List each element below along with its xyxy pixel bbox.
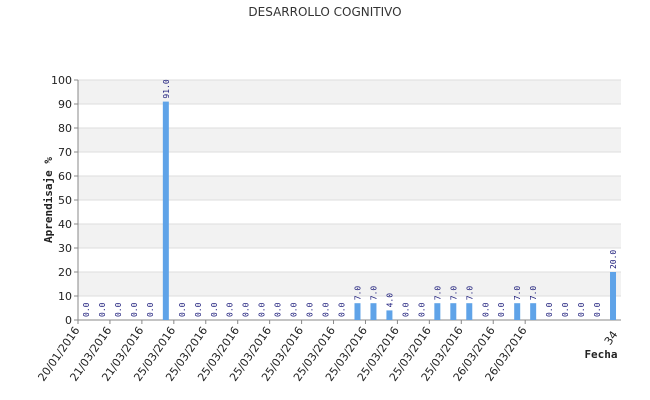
- data-label: 0.0: [114, 302, 123, 317]
- data-label: 0.0: [210, 302, 219, 317]
- bar: [530, 303, 537, 320]
- data-label: 0.0: [226, 302, 235, 317]
- bar: [370, 303, 377, 320]
- data-label: 4.0: [385, 293, 394, 308]
- data-label: 0.0: [338, 302, 347, 317]
- bar: [162, 101, 169, 320]
- data-label: 7.0: [353, 286, 362, 301]
- plot-band: [78, 80, 621, 104]
- bar: [514, 303, 521, 320]
- data-label: 0.0: [274, 302, 283, 317]
- data-label: 7.0: [529, 286, 538, 301]
- chart-title: DESARROLLO COGNITIVO: [248, 5, 401, 19]
- data-label: 7.0: [449, 286, 458, 301]
- data-label: 0.0: [290, 302, 299, 317]
- y-tick-label: 100: [51, 74, 72, 87]
- x-axis-title: Fecha: [584, 348, 617, 361]
- bar: [610, 272, 617, 320]
- data-label: 0.0: [178, 302, 187, 317]
- plot-band: [78, 224, 621, 248]
- data-label: 0.0: [497, 302, 506, 317]
- y-tick-label: 10: [58, 290, 72, 303]
- data-label: 0.0: [577, 302, 586, 317]
- data-label: 0.0: [306, 302, 315, 317]
- data-label: 0.0: [545, 302, 554, 317]
- data-label: 0.0: [130, 302, 139, 317]
- y-axis-title: Aprendisaje %: [42, 157, 55, 243]
- data-label: 0.0: [481, 302, 490, 317]
- y-tick-label: 80: [58, 122, 72, 135]
- data-label: 0.0: [593, 302, 602, 317]
- y-tick-label: 60: [58, 170, 72, 183]
- y-tick-label: 20: [58, 266, 72, 279]
- plot-band: [78, 176, 621, 200]
- data-label: 91.0: [162, 79, 171, 98]
- data-label: 0.0: [417, 302, 426, 317]
- y-tick-label: 0: [65, 314, 72, 327]
- data-label: 20.0: [609, 250, 618, 269]
- data-label: 0.0: [401, 302, 410, 317]
- plot-background: [78, 80, 621, 296]
- bar: [386, 310, 393, 320]
- x-ticks: 20/01/201621/03/201621/03/201625/03/2016…: [35, 320, 530, 384]
- bar: [450, 303, 457, 320]
- y-tick-label: 70: [58, 146, 72, 159]
- y-tick-label: 30: [58, 242, 72, 255]
- bar: [354, 303, 361, 320]
- y-ticks: 0 10 20 30 40 50 60 70 80 90 100: [51, 74, 78, 327]
- bar: [434, 303, 441, 320]
- x-axis-end-label: 34: [602, 329, 621, 348]
- data-label: 7.0: [433, 286, 442, 301]
- plot-band: [78, 272, 621, 296]
- bars: [162, 101, 617, 320]
- y-tick-label: 90: [58, 98, 72, 111]
- y-tick-label: 50: [58, 194, 72, 207]
- data-label: 0.0: [98, 302, 107, 317]
- data-labels: 0.0 0.0 0.0 0.0 0.0 91.0 0.0 0.0 0.0 0.0 0.0 0.0 0.0…: [82, 79, 618, 317]
- plot-band: [78, 128, 621, 152]
- data-label: 0.0: [322, 302, 331, 317]
- data-label: 0.0: [561, 302, 570, 317]
- data-label: 0.0: [146, 302, 155, 317]
- data-label: 7.0: [513, 286, 522, 301]
- data-label: 0.0: [194, 302, 203, 317]
- data-label: 0.0: [242, 302, 251, 317]
- data-label: 0.0: [258, 302, 267, 317]
- data-label: 7.0: [465, 286, 474, 301]
- y-tick-label: 40: [58, 218, 72, 231]
- data-label: 7.0: [369, 286, 378, 301]
- bar: [466, 303, 473, 320]
- data-label: 0.0: [82, 302, 91, 317]
